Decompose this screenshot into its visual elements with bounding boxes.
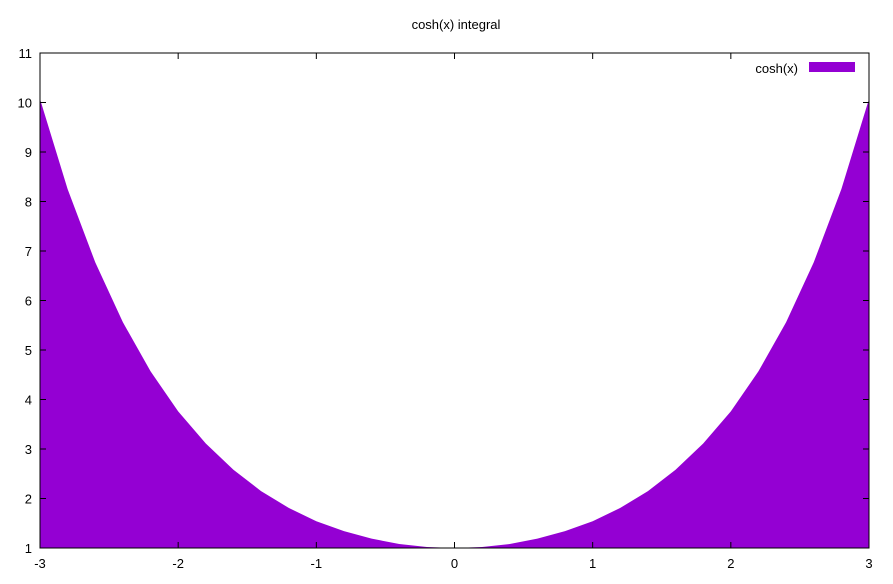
- legend-label: cosh(x): [755, 61, 798, 76]
- y-tick-label: 7: [25, 244, 32, 259]
- y-tick-label: 11: [19, 46, 33, 61]
- y-tick-label: 3: [25, 442, 32, 457]
- plot-area: -3 -2 -1 0 1 2 3 1 2 3 4 5 6 7 8 9 10 11: [18, 46, 873, 571]
- x-tick-label: -3: [34, 556, 46, 571]
- legend: cosh(x): [755, 61, 855, 76]
- y-tick-label: 8: [25, 195, 32, 210]
- series-area-0: [40, 99, 869, 548]
- y-tick-label: 2: [25, 492, 32, 507]
- chart-title: cosh(x) integral: [412, 17, 501, 32]
- legend-swatch: [809, 62, 855, 72]
- y-tick-label: 4: [25, 393, 32, 408]
- y-tick-label: 6: [25, 294, 32, 309]
- x-tick-label: -1: [311, 556, 323, 571]
- y-tick-label: 9: [25, 145, 32, 160]
- x-tick-label: -2: [172, 556, 184, 571]
- y-tick-label: 5: [25, 343, 32, 358]
- y-tick-label: 1: [25, 541, 32, 556]
- y-tick-label: 10: [18, 96, 32, 111]
- x-tick-label: 1: [589, 556, 596, 571]
- x-tick-label: 2: [727, 556, 734, 571]
- x-tick-label: 3: [865, 556, 872, 571]
- x-tick-label: 0: [451, 556, 458, 571]
